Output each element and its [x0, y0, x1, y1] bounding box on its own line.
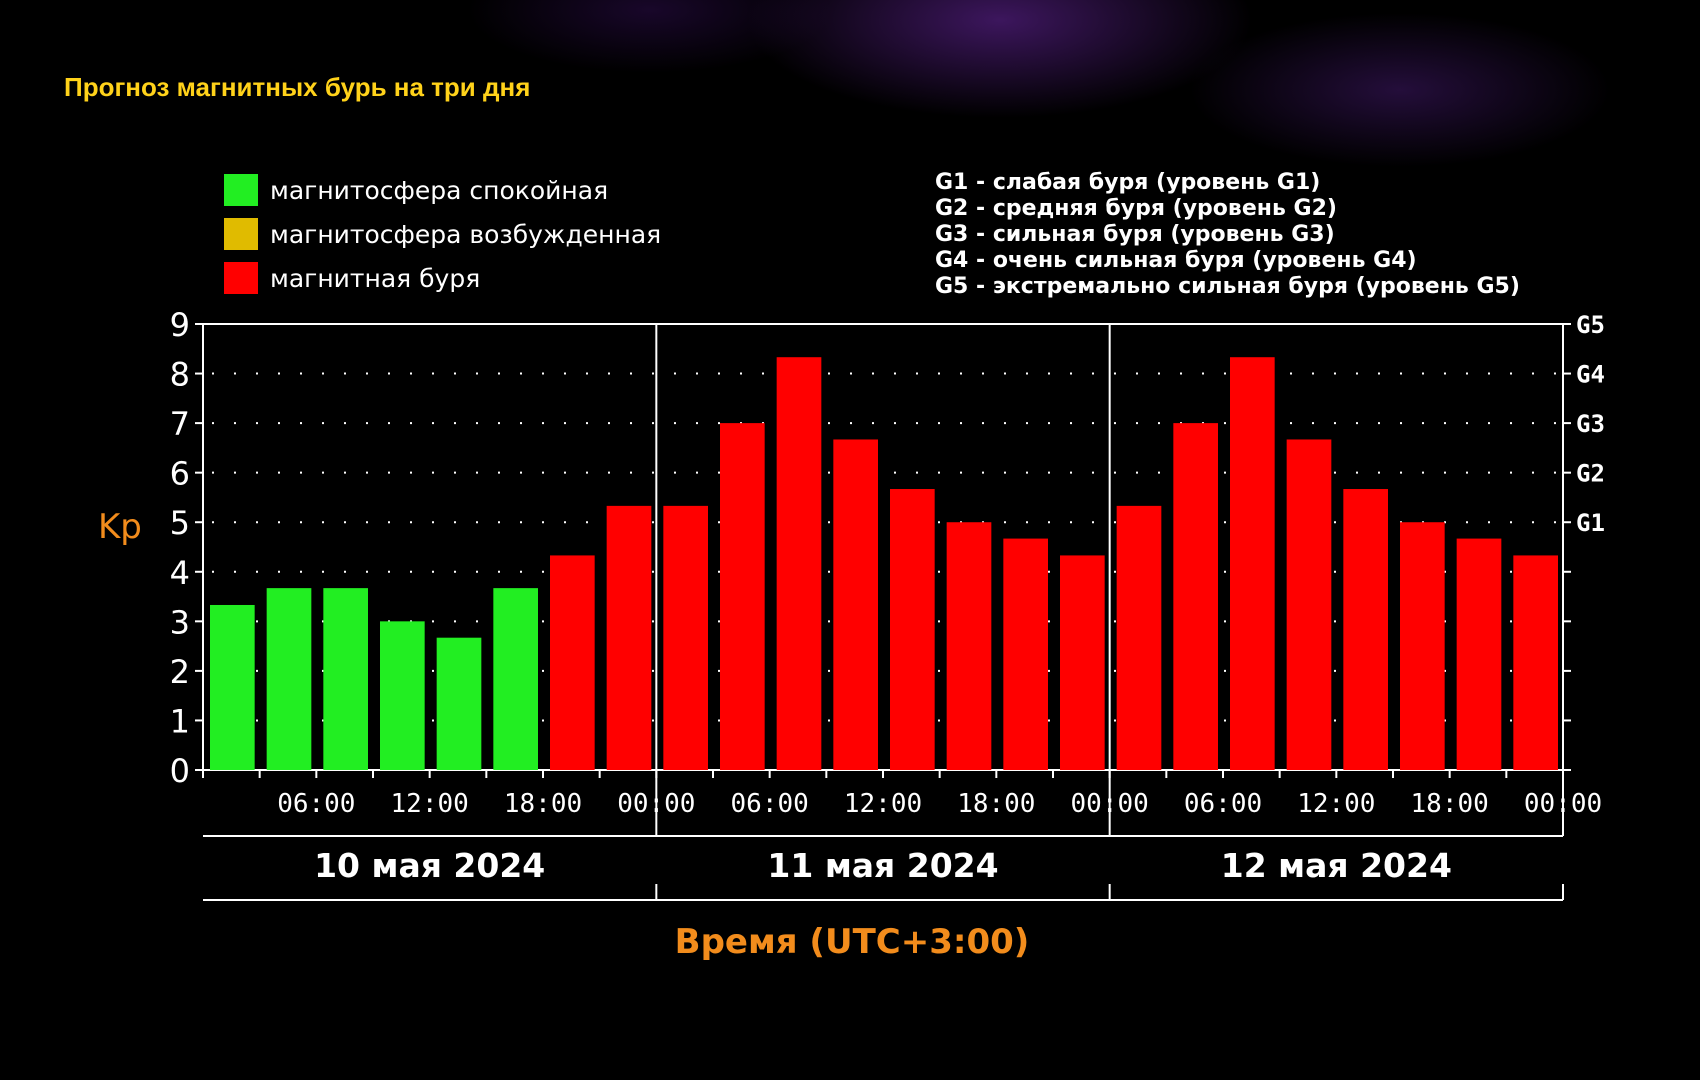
y-tick-label: 4	[170, 554, 190, 592]
right-axis-label: G5	[1576, 311, 1605, 339]
level-g5: G5 - экстремально сильная буря (уровень …	[935, 274, 1520, 299]
level-g3: G3 - сильная буря (уровень G3)	[935, 222, 1335, 247]
bar	[323, 588, 368, 770]
bar	[946, 522, 992, 770]
legend-label-calm: магнитосфера спокойная	[270, 175, 609, 205]
level-g1: G1 - слабая буря (уровень G1)	[935, 170, 1321, 195]
storm-level-legend: G1 - слабая буря (уровень G1) G2 - средн…	[935, 170, 1520, 300]
bar	[550, 555, 595, 770]
bar	[493, 588, 538, 770]
bar	[1400, 522, 1445, 770]
bar	[1513, 555, 1558, 770]
bar	[1343, 489, 1388, 770]
y-tick-label: 0	[170, 752, 190, 790]
bar	[436, 637, 482, 770]
y-tick-label: 1	[170, 702, 190, 740]
x-tick-label: 06:00	[1184, 789, 1262, 819]
bar	[1116, 505, 1162, 770]
bar	[1060, 555, 1105, 770]
x-tick-label: 06:00	[731, 789, 809, 819]
y-tick-label: 2	[170, 653, 190, 691]
legend-label-excited: магнитосфера возбужденная	[270, 219, 662, 249]
legend-label-storm: магнитная буря	[270, 263, 481, 293]
legend-item-excited: магнитосфера возбужденная	[224, 212, 661, 256]
right-axis-label: G3	[1576, 410, 1605, 438]
legend-swatch-calm	[224, 174, 258, 206]
x-tick-label: 12:00	[1297, 789, 1375, 819]
day-label: 12 мая 2024	[1221, 846, 1452, 885]
bar	[380, 621, 425, 770]
bar	[890, 489, 935, 770]
x-tick-label: 18:00	[504, 789, 582, 819]
y-tick-label: 6	[170, 455, 190, 493]
bar	[1173, 423, 1218, 770]
bar	[720, 423, 765, 770]
y-tick-label: 3	[170, 603, 190, 641]
x-tick-label: 06:00	[277, 789, 355, 819]
level-g2: G2 - средняя буря (уровень G2)	[935, 196, 1337, 221]
x-tick-label: 12:00	[844, 789, 922, 819]
bar	[1456, 538, 1502, 770]
day-label: 10 мая 2024	[314, 846, 545, 885]
status-legend: магнитосфера спокойная магнитосфера возб…	[224, 168, 661, 300]
bar	[833, 439, 878, 770]
bar	[776, 357, 822, 770]
legend-item-calm: магнитосфера спокойная	[224, 168, 661, 212]
day-label: 11 мая 2024	[767, 846, 998, 885]
bar	[663, 505, 708, 770]
bar	[266, 588, 312, 770]
page-title: Прогноз магнитных бурь на три дня	[64, 72, 531, 102]
legend-swatch-excited	[224, 218, 258, 250]
right-axis-label: G2	[1576, 460, 1605, 488]
y-tick-label: 8	[170, 356, 190, 394]
legend-swatch-storm	[224, 262, 258, 294]
legend-item-storm: магнитная буря	[224, 256, 661, 300]
bar	[210, 604, 255, 770]
y-tick-label: 9	[170, 306, 190, 344]
y-tick-label: 5	[170, 504, 190, 542]
x-tick-label: 18:00	[957, 789, 1035, 819]
y-axis-label: Kp	[98, 507, 142, 547]
right-axis-label: G4	[1576, 361, 1605, 389]
bar	[1286, 439, 1332, 770]
y-tick-label: 7	[170, 405, 190, 443]
level-g4: G4 - очень сильная буря (уровень G4)	[935, 248, 1417, 273]
bar	[1230, 357, 1275, 770]
x-tick-label: 18:00	[1411, 789, 1489, 819]
bar	[1003, 538, 1048, 770]
right-axis-label: G1	[1576, 509, 1605, 537]
bar	[606, 505, 652, 770]
x-tick-label: 12:00	[391, 789, 469, 819]
x-axis-label: Время (UTC+3:00)	[675, 922, 1030, 962]
